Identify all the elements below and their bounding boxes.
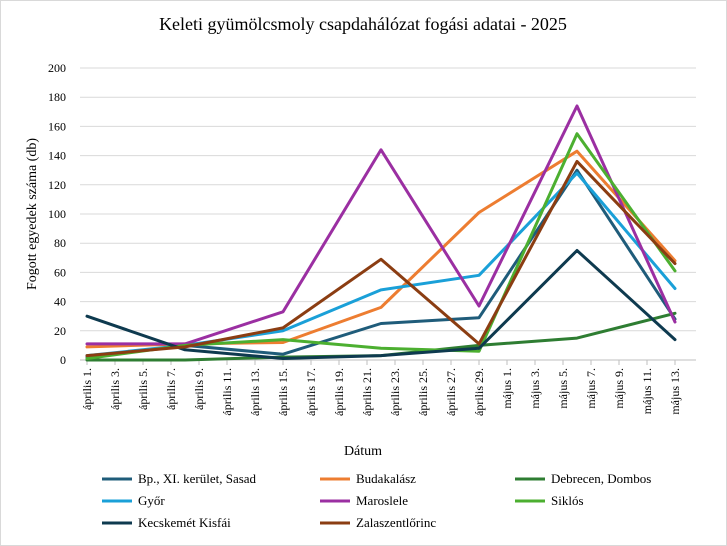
x-axis-title: Dátum (344, 444, 382, 459)
x-tick-label: április 5. (136, 368, 150, 410)
gridlines (80, 67, 696, 332)
series-lines (85, 104, 677, 362)
y-tick-label: 140 (48, 149, 66, 163)
legend-item: Kecskemét Kisfái (102, 515, 231, 530)
y-tick-label: 40 (54, 295, 66, 309)
y-tick-label: 20 (54, 324, 66, 338)
x-tick-label: április 21. (360, 368, 374, 416)
y-tick-label: 80 (54, 236, 66, 250)
x-tick-label: május 5. (556, 368, 570, 409)
y-tick-labels: 0 20 40 60 80 100 120 140 160 180 200 (48, 61, 66, 367)
legend-label: Bp., XI. kerület, Sasad (138, 471, 257, 486)
x-tick-label: április 11. (220, 368, 234, 416)
chart-title: Keleti gyümölcsmoly csapdahálózat fogási… (159, 14, 567, 34)
series-line (85, 168, 677, 359)
x-tick-label: április 15. (276, 368, 290, 416)
x-tick-label: április 25. (416, 368, 430, 416)
x-tick-label: április 19. (332, 368, 346, 416)
series-line (85, 159, 677, 358)
legend-label: Győr (138, 493, 165, 508)
legend: Bp., XI. kerület, Sasad Budakalász Debrece… (102, 471, 651, 530)
y-tick-label: 200 (48, 61, 66, 75)
legend-item: Zalaszentlőrinc (320, 515, 436, 530)
x-tick-label: április 29. (472, 368, 486, 416)
x-tick-label: május 7. (584, 368, 598, 409)
legend-item: Budakalász (320, 471, 416, 486)
y-tick-label: 0 (60, 353, 66, 367)
series-line (85, 171, 677, 358)
y-axis-title: Fogott egyedek száma (db) (25, 138, 40, 290)
x-tick-label: április 9. (192, 368, 206, 410)
legend-label: Budakalász (356, 471, 416, 486)
y-tick-label: 160 (48, 119, 66, 133)
x-tick-label: április 23. (388, 368, 402, 416)
x-tick-label: április 27. (444, 368, 458, 416)
x-tick-label: május 1. (500, 368, 514, 409)
series-line (85, 149, 677, 349)
x-tick-label: április 7. (164, 368, 178, 410)
legend-item: Győr (102, 493, 165, 508)
y-tick-label: 60 (54, 265, 66, 279)
x-tick-labels: április 1. április 3. április 5. április 7.… (80, 360, 682, 416)
x-tick-label: május 9. (612, 368, 626, 409)
x-tick-label: május 11. (640, 368, 654, 414)
x-tick-label: április 1. (80, 368, 94, 410)
y-tick-label: 120 (48, 178, 66, 192)
series-line (85, 249, 677, 360)
series-line (85, 311, 677, 362)
x-tick-label: április 17. (304, 368, 318, 416)
x-tick-label: május 13. (668, 368, 682, 415)
y-tick-label: 180 (48, 90, 66, 104)
x-tick-label: április 13. (248, 368, 262, 416)
x-tick-label: május 3. (528, 368, 542, 409)
x-tick-label: április 3. (108, 368, 122, 410)
legend-item: Bp., XI. kerület, Sasad (102, 471, 257, 486)
legend-label: Debrecen, Dombos (551, 471, 651, 486)
legend-label: Maroslele (356, 493, 408, 508)
legend-label: Siklós (551, 493, 584, 508)
y-tick-label: 100 (48, 207, 66, 221)
legend-item: Debrecen, Dombos (515, 471, 651, 486)
legend-item: Maroslele (320, 493, 408, 508)
legend-item: Siklós (515, 493, 584, 508)
legend-label: Kecskemét Kisfái (138, 515, 231, 530)
legend-label: Zalaszentlőrinc (356, 515, 436, 530)
